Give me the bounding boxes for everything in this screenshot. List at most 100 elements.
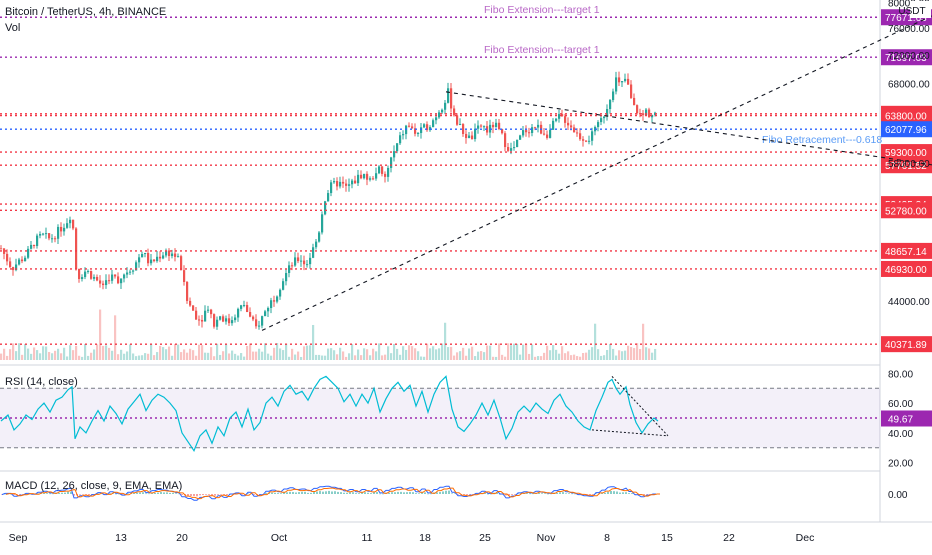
candle-body bbox=[84, 271, 87, 278]
volume-bar bbox=[72, 350, 75, 360]
volume-bar bbox=[30, 353, 33, 360]
volume-bar bbox=[93, 349, 96, 360]
macd-hist-bar bbox=[550, 493, 552, 495]
macd-hist-bar bbox=[88, 494, 90, 496]
price-levels: 77671.63 Fibo Extension---target 1 71697.0… bbox=[0, 4, 932, 353]
price-tick-label: 44000.00 bbox=[888, 297, 930, 308]
volume-bar bbox=[252, 351, 255, 360]
volume-bar bbox=[588, 349, 591, 360]
candle-body bbox=[90, 270, 93, 279]
volume-bar bbox=[114, 315, 117, 360]
candle-body bbox=[453, 108, 456, 116]
macd-hist-bar bbox=[397, 491, 399, 494]
candle-body bbox=[450, 88, 453, 109]
candle-body bbox=[189, 300, 192, 306]
volume-bar bbox=[429, 348, 432, 360]
candle-body bbox=[630, 84, 633, 98]
candle-body bbox=[498, 122, 501, 130]
candle-body bbox=[582, 139, 585, 141]
macd-hist-bar bbox=[205, 494, 207, 495]
candle-body bbox=[237, 308, 240, 318]
volume-bar bbox=[381, 355, 384, 360]
volume-bar bbox=[171, 355, 174, 360]
candle-body bbox=[375, 173, 378, 179]
macd-hist-bar bbox=[430, 493, 432, 495]
candle-body bbox=[642, 113, 645, 116]
macd-hist-bar bbox=[46, 493, 48, 494]
candle-body bbox=[249, 312, 252, 317]
level-price-tag bbox=[881, 49, 932, 66]
candle-body bbox=[75, 228, 78, 269]
volume-bar bbox=[561, 346, 564, 360]
volume-bar bbox=[468, 348, 471, 360]
candle-body bbox=[474, 128, 477, 140]
candle-body bbox=[54, 238, 57, 240]
volume-bar bbox=[33, 347, 36, 360]
volume-bar bbox=[90, 352, 93, 360]
candle-body bbox=[21, 259, 24, 262]
volume-bar bbox=[519, 354, 522, 360]
macd-hist-bar bbox=[631, 493, 633, 494]
candle-body bbox=[378, 166, 381, 174]
candle-body bbox=[276, 296, 279, 302]
candle-body bbox=[126, 272, 129, 275]
candle-body bbox=[603, 116, 606, 119]
volume-bar bbox=[348, 353, 351, 360]
candle-body bbox=[621, 81, 624, 83]
candle-body bbox=[393, 151, 396, 158]
candle-body bbox=[165, 250, 168, 256]
candle-body bbox=[432, 120, 435, 128]
candle-body bbox=[201, 319, 204, 322]
macd-hist-bar bbox=[565, 493, 567, 494]
volume-bar bbox=[186, 352, 189, 360]
macd-legend: MACD (12, 26, close, 9, EMA, EMA) bbox=[5, 480, 183, 492]
volume-bar bbox=[528, 353, 531, 360]
level-annotation: Fibo Retracement---0.618 bbox=[762, 134, 882, 146]
volume-bar bbox=[384, 354, 387, 360]
macd-hist-bar bbox=[52, 493, 54, 495]
candle-body bbox=[24, 257, 27, 262]
macd-hist-bar bbox=[622, 492, 624, 494]
candle-body bbox=[339, 181, 342, 187]
candle-body bbox=[30, 244, 33, 249]
volume-bar bbox=[501, 354, 504, 360]
candle-body bbox=[9, 261, 12, 268]
candle-body bbox=[3, 248, 6, 254]
macd-hist-bar bbox=[133, 492, 135, 494]
volume-bar bbox=[582, 353, 585, 360]
candle-body bbox=[300, 260, 303, 262]
macd-hist-bar bbox=[25, 493, 27, 495]
macd-hist-bar bbox=[301, 491, 303, 494]
candle-body bbox=[60, 226, 63, 232]
volume-bar bbox=[363, 348, 366, 360]
rsi-trendline bbox=[591, 429, 669, 437]
candle-body bbox=[261, 316, 264, 326]
macd-hist-bar bbox=[286, 492, 288, 494]
macd-hist-bar bbox=[439, 491, 441, 494]
volume-bar bbox=[531, 344, 534, 360]
macd-hist-bar bbox=[421, 492, 423, 494]
volume-bar bbox=[15, 351, 18, 360]
time-tick-label: 11 bbox=[362, 532, 373, 544]
candle-body bbox=[465, 133, 468, 139]
volume-bar bbox=[153, 355, 156, 360]
candle-body bbox=[171, 253, 174, 257]
macd-hist-bar bbox=[97, 493, 99, 495]
macd-hist-bar bbox=[484, 492, 486, 494]
macd-hist-bar bbox=[178, 493, 180, 495]
volume-bar bbox=[357, 349, 360, 360]
currency-label: USDT bbox=[898, 6, 925, 17]
volume-bar bbox=[99, 309, 102, 360]
level-price-label: 57761.52 bbox=[885, 161, 927, 172]
volume-bar bbox=[369, 355, 372, 360]
macd-hist-bar bbox=[79, 494, 81, 495]
candle-body bbox=[162, 255, 165, 259]
level-annotation: Fibo Extension---target 1 bbox=[484, 4, 600, 16]
price-tick-label: 58000.00 bbox=[888, 159, 930, 170]
volume-bar bbox=[36, 350, 39, 360]
level-price-label: 77671.63 bbox=[885, 13, 927, 24]
volume-bar bbox=[108, 347, 111, 360]
volume-bar bbox=[507, 343, 510, 360]
